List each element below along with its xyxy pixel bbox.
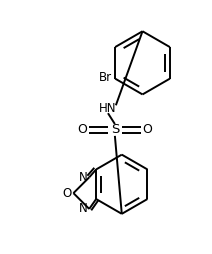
Text: Br: Br bbox=[99, 71, 112, 84]
Text: N: N bbox=[78, 171, 87, 184]
Text: O: O bbox=[142, 123, 152, 136]
Text: O: O bbox=[77, 123, 87, 136]
Text: S: S bbox=[111, 123, 119, 136]
Text: O: O bbox=[62, 187, 71, 200]
Text: HN: HN bbox=[99, 102, 117, 115]
Text: N: N bbox=[78, 202, 87, 215]
